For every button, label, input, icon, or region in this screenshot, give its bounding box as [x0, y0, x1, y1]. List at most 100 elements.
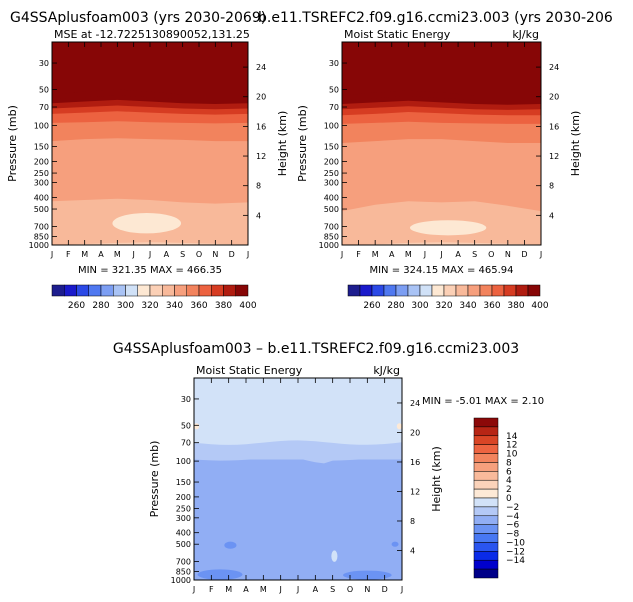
- colorbar-swatch: [211, 284, 224, 297]
- colorbar-label: −14: [506, 556, 525, 566]
- colorbar-swatch: [64, 284, 77, 297]
- x-tick-label: M: [372, 250, 379, 259]
- colorbar-swatch: [347, 284, 361, 297]
- x-tick-label: O: [196, 250, 202, 259]
- colorbar-swatch: [503, 284, 517, 297]
- colorbar-label: 280: [387, 301, 404, 311]
- colorbar-label: 0: [506, 494, 512, 504]
- anomaly-blob: [224, 541, 237, 549]
- y-tick-label: 1000: [29, 241, 49, 250]
- colorbar-swatch: [371, 284, 385, 297]
- colorbar-swatch: [473, 453, 499, 463]
- colorbar-swatch: [235, 284, 249, 297]
- x-tick-label: J: [439, 250, 442, 259]
- colorbar-swatch: [515, 284, 529, 297]
- colorbar-label: 380: [215, 301, 232, 311]
- colorbar-swatch: [76, 284, 89, 297]
- colorbar-swatch: [467, 284, 481, 297]
- x-tick-label: J: [50, 250, 53, 259]
- right-tick-label: 24: [256, 63, 266, 72]
- right-axis-title: Height (km): [569, 111, 582, 177]
- colorbar-label: 280: [92, 301, 109, 311]
- panel-subtitle: Moist Static Energy: [344, 28, 451, 41]
- colorbar-label: 8: [506, 458, 512, 468]
- colorbar-swatch: [162, 284, 175, 297]
- y-tick-label: 30: [39, 59, 49, 68]
- panel-subtitle: Moist Static Energy: [196, 364, 303, 377]
- y-tick-label: 30: [181, 395, 191, 404]
- x-tick-label: O: [347, 585, 353, 594]
- right-tick-label: 16: [549, 122, 559, 131]
- colorbar-label: 6: [506, 467, 512, 477]
- colorbar-label: 340: [459, 301, 476, 311]
- right-axis-title: Height (km): [276, 111, 289, 177]
- min-max-stats: MIN = 321.35 MAX = 466.35: [78, 265, 222, 276]
- colorbar-swatch: [473, 479, 499, 490]
- colorbar-label: 360: [483, 301, 500, 311]
- colorbar-swatch: [100, 284, 114, 297]
- y-tick-label: 400: [324, 193, 339, 202]
- colorbar-label: 340: [166, 301, 183, 311]
- colorbar-swatch: [125, 284, 138, 297]
- x-tick-label: J: [192, 585, 195, 594]
- right-tick-label: 4: [549, 211, 554, 220]
- contour-minimum: [409, 220, 487, 236]
- y-tick-label: 300: [34, 179, 49, 188]
- colorbar-label: 400: [239, 301, 256, 311]
- colorbar-label: −12: [506, 547, 525, 557]
- y-tick-label: 850: [324, 233, 339, 242]
- anomaly-blob: [391, 541, 399, 547]
- y-tick-label: 100: [324, 122, 339, 131]
- mse-panel-right: J F M A M J J A S O N D J305070100150200250300400500…: [296, 28, 582, 311]
- y-tick-label: 300: [324, 179, 339, 188]
- colorbar-swatch: [473, 444, 499, 454]
- right-tick-label: 24: [410, 399, 420, 408]
- colorbar-swatch: [174, 284, 187, 297]
- panel-subtitle: MSE at -12.7225130890052,131.25: [54, 28, 250, 41]
- min-max-stats: MIN = 324.15 MAX = 465.94: [369, 265, 513, 276]
- x-tick-label: M: [405, 250, 412, 259]
- y-tick-label: 150: [34, 143, 49, 152]
- mse-panel-left: J F M A M J J A S O N D J305070100150200250300400500…: [6, 28, 289, 311]
- y-tick-label: 70: [181, 439, 191, 448]
- y-tick-label: 150: [324, 143, 339, 152]
- x-tick-label: J: [539, 250, 542, 259]
- y-tick-label: 500: [176, 540, 191, 549]
- anomaly-blob: [396, 423, 402, 430]
- y-tick-label: 1000: [319, 241, 339, 250]
- mse-difference-panel: J F M A M J J A S O N D J305070100150200250300400500…: [148, 364, 544, 594]
- colorbar-swatch: [479, 284, 493, 297]
- colorbar-swatch: [491, 284, 505, 297]
- y-tick-label: 30: [329, 59, 339, 68]
- colorbar-swatch: [473, 506, 499, 517]
- colorbar-label: −8: [506, 530, 520, 540]
- colorbar-swatch: [473, 488, 499, 499]
- x-tick-label: O: [488, 250, 494, 259]
- colorbar-swatch: [395, 284, 409, 297]
- y-tick-label: 200: [176, 493, 191, 502]
- x-tick-label: A: [243, 585, 249, 594]
- colorbar-swatch: [419, 284, 433, 297]
- colorbar-swatch: [473, 515, 499, 525]
- colorbar-swatch: [443, 284, 457, 297]
- contour-minimum: [112, 213, 182, 234]
- y-tick-label: 500: [324, 205, 339, 214]
- x-tick-label: N: [212, 250, 218, 259]
- x-tick-label: A: [98, 250, 104, 259]
- y-tick-label: 100: [34, 122, 49, 131]
- colorbar-swatch: [473, 417, 499, 428]
- colorbar-swatch: [88, 284, 102, 297]
- right-tick-label: 8: [410, 517, 415, 526]
- colorbar-label: 320: [141, 301, 158, 311]
- colorbar-swatch: [473, 559, 499, 570]
- y-tick-label: 850: [176, 568, 191, 577]
- y-tick-label: 70: [39, 103, 49, 112]
- right-tick-label: 24: [549, 63, 559, 72]
- colorbar-swatch: [473, 524, 499, 534]
- x-tick-label: M: [114, 250, 121, 259]
- right-tick-label: 8: [256, 182, 261, 191]
- y-tick-label: 250: [34, 169, 49, 178]
- y-axis-title: Pressure (mb): [6, 105, 19, 182]
- y-tick-label: 200: [34, 157, 49, 166]
- anomaly-blob: [197, 569, 243, 580]
